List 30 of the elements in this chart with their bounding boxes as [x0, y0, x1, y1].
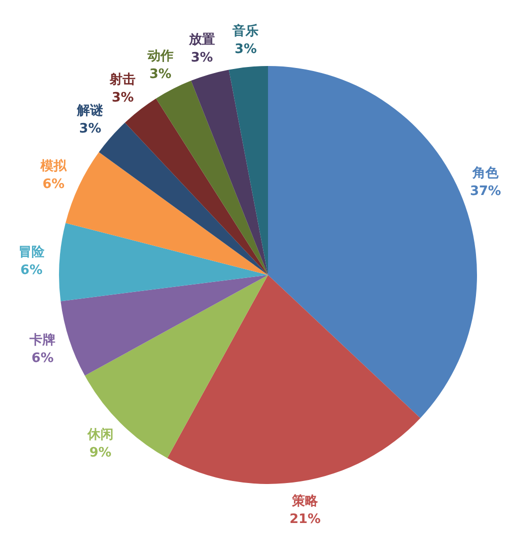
- data-label: 3%: [190, 50, 213, 66]
- pie-slice: [228, 66, 268, 275]
- slice-label: 休闲: [86, 428, 114, 443]
- pie-slice: [167, 275, 420, 484]
- pie-slice: [84, 275, 268, 458]
- data-label: 3%: [112, 90, 134, 106]
- pie-slice: [191, 70, 268, 275]
- slice-label: 音乐: [232, 23, 259, 40]
- pie-slice: [66, 152, 268, 275]
- data-label: 3%: [149, 66, 172, 82]
- data-label: 21%: [290, 512, 321, 528]
- data-label: 37%: [470, 184, 502, 199]
- data-label: 3%: [234, 42, 257, 58]
- pie-slice: [59, 223, 268, 302]
- slice-label: 模拟: [40, 158, 68, 174]
- data-label: 3%: [79, 121, 102, 136]
- pie-slice: [156, 80, 268, 275]
- pie-slice: [60, 275, 268, 376]
- data-label: 6%: [32, 351, 54, 366]
- slice-label: 解谜: [76, 103, 104, 118]
- slice-label: 射击: [108, 72, 136, 88]
- data-label: 9%: [89, 446, 112, 461]
- data-label: 6%: [20, 263, 43, 278]
- slice-label: 动作: [146, 48, 174, 64]
- slice-label: 放置: [188, 32, 215, 48]
- slice-label: 角色: [472, 166, 500, 181]
- data-label: 6%: [42, 177, 65, 192]
- slice-label: 冒险: [18, 245, 46, 260]
- slice-label: 策略: [291, 494, 320, 510]
- slice-label: 卡牌: [28, 332, 56, 348]
